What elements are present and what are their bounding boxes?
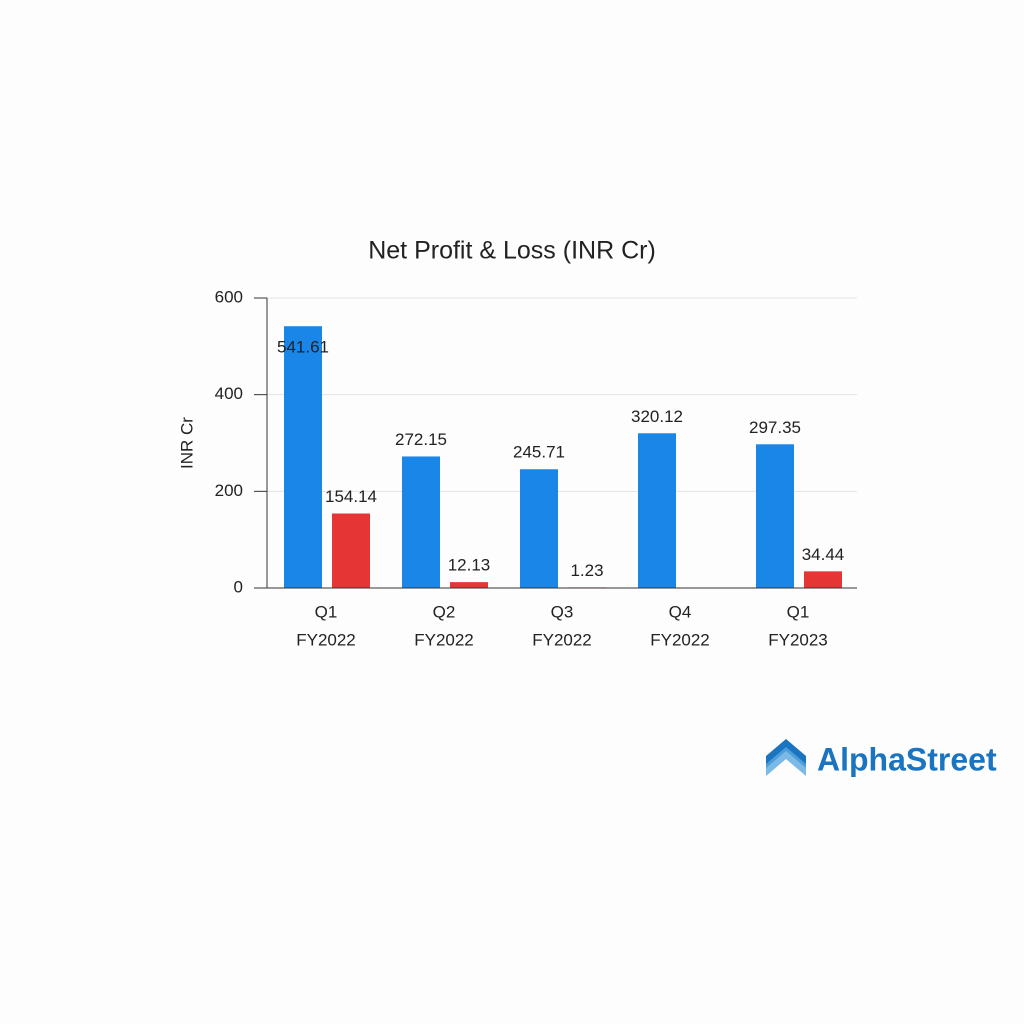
y-tick-label: 400 (215, 384, 243, 403)
logo-icon (766, 739, 806, 768)
data-label: 1.23 (570, 561, 603, 580)
data-label: 34.44 (802, 545, 845, 564)
bar (450, 582, 488, 588)
data-label: 320.12 (631, 407, 683, 426)
x-tick-label: FY2022 (650, 630, 710, 649)
brand-name: AlphaStreet (817, 741, 997, 777)
data-label: 541.61 (277, 338, 329, 357)
data-label: 12.13 (448, 556, 491, 575)
bar (332, 513, 370, 588)
x-tick-label: Q3 (551, 602, 574, 621)
bar (284, 326, 322, 588)
x-tick-label: FY2023 (768, 630, 828, 649)
logo: AlphaStreet (766, 739, 997, 777)
y-tick-label: 600 (215, 287, 243, 306)
data-label: 245.71 (513, 443, 565, 462)
bar (638, 433, 676, 588)
chart-title: Net Profit & Loss (INR Cr) (368, 237, 656, 265)
x-tick-label: Q1 (315, 602, 338, 621)
bar (520, 469, 558, 588)
x-tick-label: Q1 (787, 602, 810, 621)
y-tick-label: 0 (234, 577, 243, 596)
x-tick-label: Q4 (669, 602, 692, 621)
data-label: 154.14 (325, 487, 377, 506)
x-tick-label: FY2022 (532, 630, 592, 649)
x-tick-label: Q2 (433, 602, 456, 621)
bar (402, 456, 440, 588)
y-tick-label: 200 (215, 481, 243, 500)
data-label: 297.35 (749, 418, 801, 437)
bar (756, 444, 794, 588)
logo-icon (766, 747, 806, 776)
y-axis-label: INR Cr (177, 417, 196, 469)
x-tick-label: FY2022 (414, 630, 474, 649)
data-label: 272.15 (395, 430, 447, 449)
bar (804, 571, 842, 588)
x-tick-label: FY2022 (296, 630, 356, 649)
